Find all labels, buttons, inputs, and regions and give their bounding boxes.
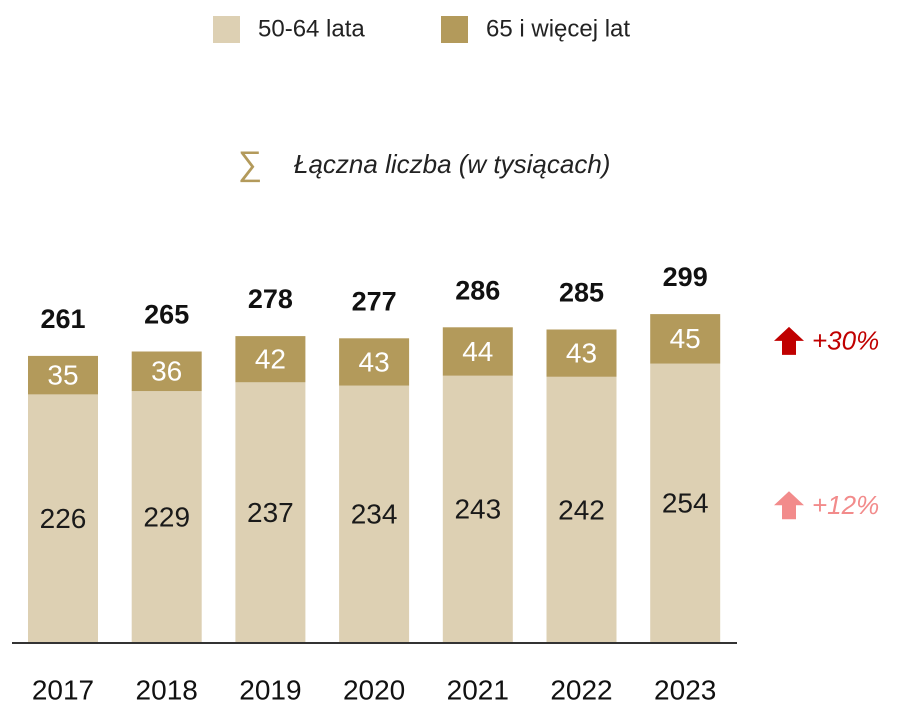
value-label: 36: [151, 356, 182, 387]
value-label: 234: [351, 499, 398, 530]
bar-segment: [546, 376, 617, 643]
bar-segment: [131, 351, 202, 392]
value-label: 229: [143, 501, 190, 532]
value-label: 243: [454, 494, 501, 525]
subtitle-symbol: ∑: [238, 145, 262, 183]
legend-swatch: [213, 16, 240, 43]
legend-label: 50-64 lata: [258, 15, 365, 42]
total-label: 299: [663, 262, 708, 292]
trend-arrow: [774, 491, 804, 520]
bar-segment: [235, 336, 306, 383]
value-label: 45: [670, 323, 701, 354]
bar-segment: [28, 394, 98, 643]
annotation: +30%: [812, 326, 879, 356]
x-tick-label: 2021: [447, 674, 509, 705]
value-label: 35: [47, 360, 78, 391]
total-label: 285: [559, 278, 604, 308]
bar-segment: [131, 391, 202, 643]
bar-segment: [235, 382, 306, 643]
value-label: 242: [558, 494, 605, 525]
subtitle: Łączna liczba (w tysiącach): [294, 149, 610, 179]
bar-segment: [650, 314, 721, 364]
x-tick-label: 2020: [343, 674, 405, 705]
value-label: 43: [359, 346, 390, 377]
total-label: 277: [352, 286, 397, 316]
legend-label: 65 i więcej lat: [486, 15, 630, 42]
legend-swatch: [441, 16, 468, 43]
x-tick-label: 2017: [32, 674, 94, 705]
value-label: 44: [462, 336, 493, 367]
trend-arrow: [774, 326, 804, 355]
bar-segment: [546, 329, 617, 377]
x-tick-label: 2018: [136, 674, 198, 705]
value-label: 237: [247, 497, 294, 528]
x-tick-label: 2019: [239, 674, 301, 705]
x-tick-label: 2022: [550, 674, 612, 705]
value-label: 42: [255, 344, 286, 375]
bar-segment: [442, 327, 513, 376]
total-label: 286: [455, 275, 500, 305]
total-label: 261: [40, 304, 85, 334]
value-label: 43: [566, 338, 597, 369]
x-tick-label: 2023: [654, 674, 716, 705]
total-label: 265: [144, 300, 189, 330]
total-label: 278: [248, 284, 293, 314]
bar-segment: [28, 355, 98, 395]
annotation: +12%: [812, 490, 879, 520]
bar-segment: [339, 385, 410, 643]
bar-segment: [339, 338, 410, 386]
bar-segment: [650, 363, 721, 643]
value-label: 254: [662, 488, 709, 519]
bar-segment: [442, 375, 513, 643]
value-label: 226: [40, 503, 87, 534]
